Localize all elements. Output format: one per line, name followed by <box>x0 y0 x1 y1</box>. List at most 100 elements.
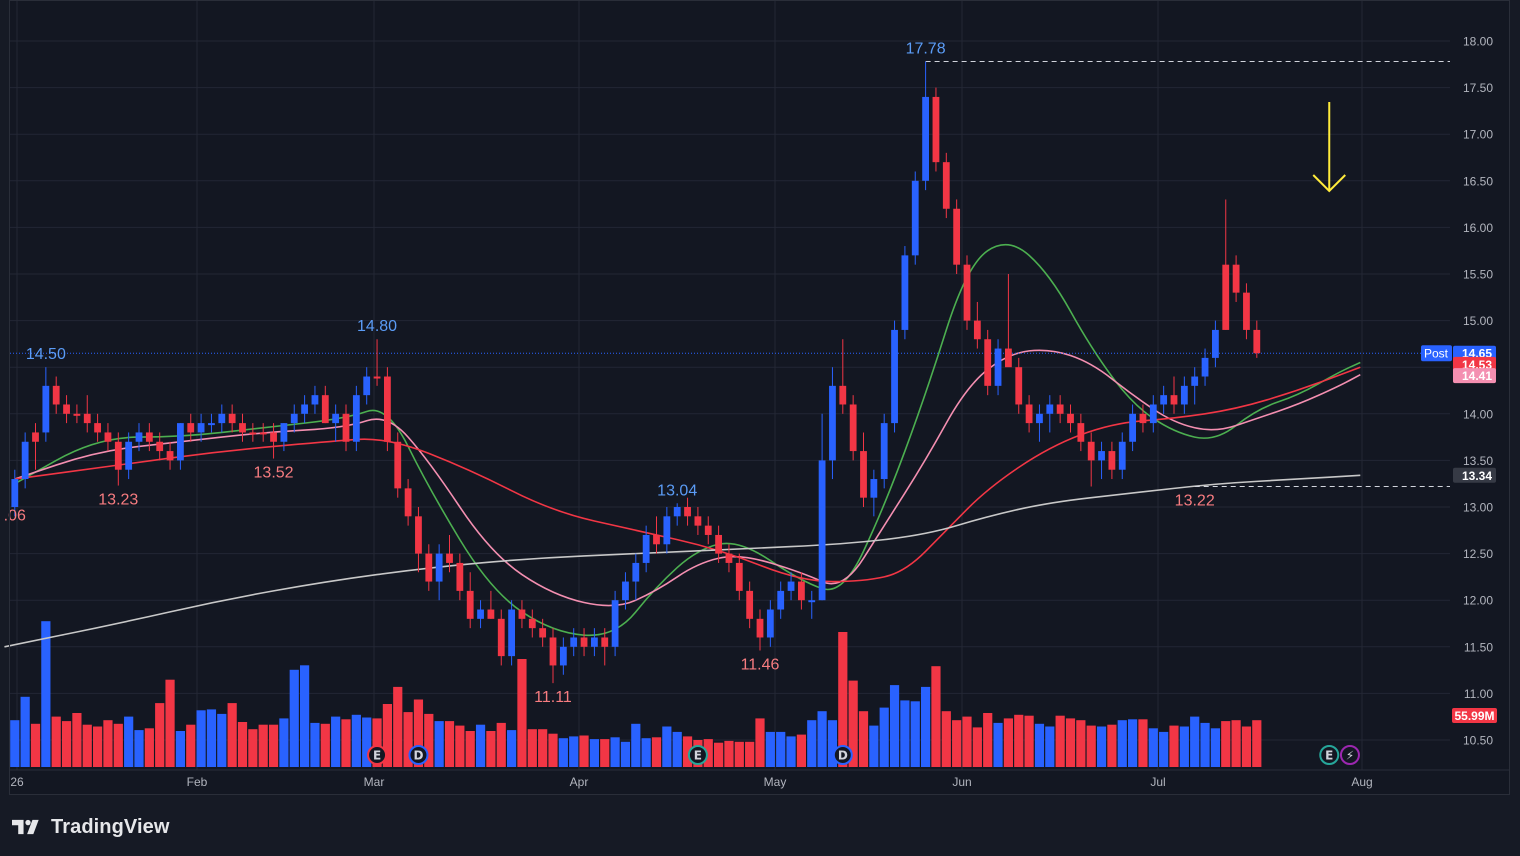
candle <box>1160 385 1168 414</box>
candle-body <box>508 609 515 657</box>
candle <box>477 600 484 629</box>
volume-bar <box>403 712 413 767</box>
arrow-head-icon <box>1312 174 1346 193</box>
candle-body <box>1180 385 1188 405</box>
volume-bar <box>1241 726 1252 767</box>
candle-body <box>922 96 929 181</box>
candle <box>104 423 112 452</box>
candle <box>1149 395 1157 433</box>
volume-bar <box>268 724 279 767</box>
candle-body <box>725 553 733 563</box>
volume-bar <box>196 710 206 767</box>
candle-body <box>321 395 329 424</box>
volume-bar <box>600 739 610 767</box>
chart-border <box>9 0 1510 795</box>
candle <box>21 432 29 489</box>
candle <box>290 404 298 433</box>
candle <box>187 413 195 442</box>
brand-name: TradingView <box>51 815 170 838</box>
candle <box>114 432 122 486</box>
candle-body <box>228 413 236 424</box>
candle <box>994 339 1002 396</box>
volume-bar <box>724 740 734 767</box>
volume-tag: 55.99M <box>1452 708 1497 723</box>
candle-body <box>135 432 143 442</box>
candle <box>1243 283 1250 340</box>
price-tag-label-bg <box>1421 345 1452 362</box>
candle-body <box>259 432 267 435</box>
candle <box>756 609 764 651</box>
event-marker[interactable]: ⚡ <box>1339 745 1360 765</box>
candle-body <box>673 507 681 517</box>
candle-body <box>798 581 805 601</box>
tradingview-logo[interactable]: TradingView <box>12 814 170 840</box>
volume-bar <box>1096 726 1107 767</box>
volume-bar <box>1055 715 1065 767</box>
volume-bar <box>175 731 185 767</box>
candlestick-chart[interactable]: 14.50 14.80 13.04 17.78 .06 13.23 13.52 11.11 11… <box>0 0 1520 800</box>
event-marker[interactable]: D <box>832 745 853 765</box>
event-marker[interactable]: E <box>1319 745 1340 765</box>
volume-bar <box>569 736 579 767</box>
low-label: 11.11 <box>534 689 572 706</box>
candle-body <box>591 637 598 647</box>
volume-bar <box>714 742 724 767</box>
candle <box>715 525 722 563</box>
volume-bar <box>1065 718 1076 767</box>
candle-body <box>352 395 360 442</box>
volume-bar <box>1221 721 1231 767</box>
candle-body <box>766 609 774 638</box>
candle-body <box>63 404 70 414</box>
candle <box>694 507 702 535</box>
volume-bar <box>103 720 113 767</box>
candle <box>942 152 950 219</box>
price-axis-label: 14.00 <box>1463 407 1493 421</box>
candle-body <box>653 534 660 545</box>
volume-bar <box>1117 720 1127 767</box>
volume-bar <box>1024 715 1034 767</box>
candle-body <box>11 479 19 507</box>
volume-bar <box>496 722 506 767</box>
candle <box>1191 367 1199 405</box>
volume-bar <box>589 739 599 767</box>
candle <box>808 590 816 619</box>
candle <box>798 572 805 610</box>
candle <box>508 600 515 666</box>
chart-frame[interactable]: 14.50 14.80 13.04 17.78 .06 13.23 13.52 11.11 11… <box>0 0 1520 800</box>
candle-body <box>622 581 629 601</box>
candle <box>1170 376 1178 414</box>
candle-body <box>1118 441 1126 470</box>
candle <box>456 553 464 601</box>
candle-body <box>911 180 919 256</box>
candle-body <box>735 562 743 591</box>
candle-body <box>21 441 29 480</box>
candle-body <box>363 376 371 396</box>
candle <box>425 544 433 591</box>
low-label: 13.22 <box>1175 492 1215 509</box>
volume-bar <box>382 704 392 767</box>
candle-body <box>125 441 133 470</box>
candle-body <box>487 609 495 619</box>
candle <box>829 367 836 480</box>
volume-bar <box>1003 718 1013 767</box>
event-marker[interactable]: E <box>367 745 388 765</box>
candle-body <box>384 376 391 442</box>
candle-body <box>1160 395 1168 405</box>
candle <box>911 171 919 265</box>
volume-bar <box>1200 722 1210 767</box>
event-marker[interactable]: E <box>687 745 708 765</box>
candle-body <box>704 525 712 535</box>
candle-body <box>580 637 588 647</box>
volume-bar <box>155 703 165 767</box>
candle <box>777 581 785 619</box>
candle-body <box>249 432 257 435</box>
event-marker[interactable]: D <box>408 745 429 765</box>
candle <box>787 572 795 601</box>
candle-body <box>973 320 981 340</box>
event-marker-icon <box>832 745 853 765</box>
candle-body <box>539 628 547 638</box>
time-axis-label: Apr <box>570 775 589 789</box>
volume-bar <box>796 734 806 767</box>
volume-bar <box>838 632 848 767</box>
volume-bar <box>1138 719 1148 767</box>
